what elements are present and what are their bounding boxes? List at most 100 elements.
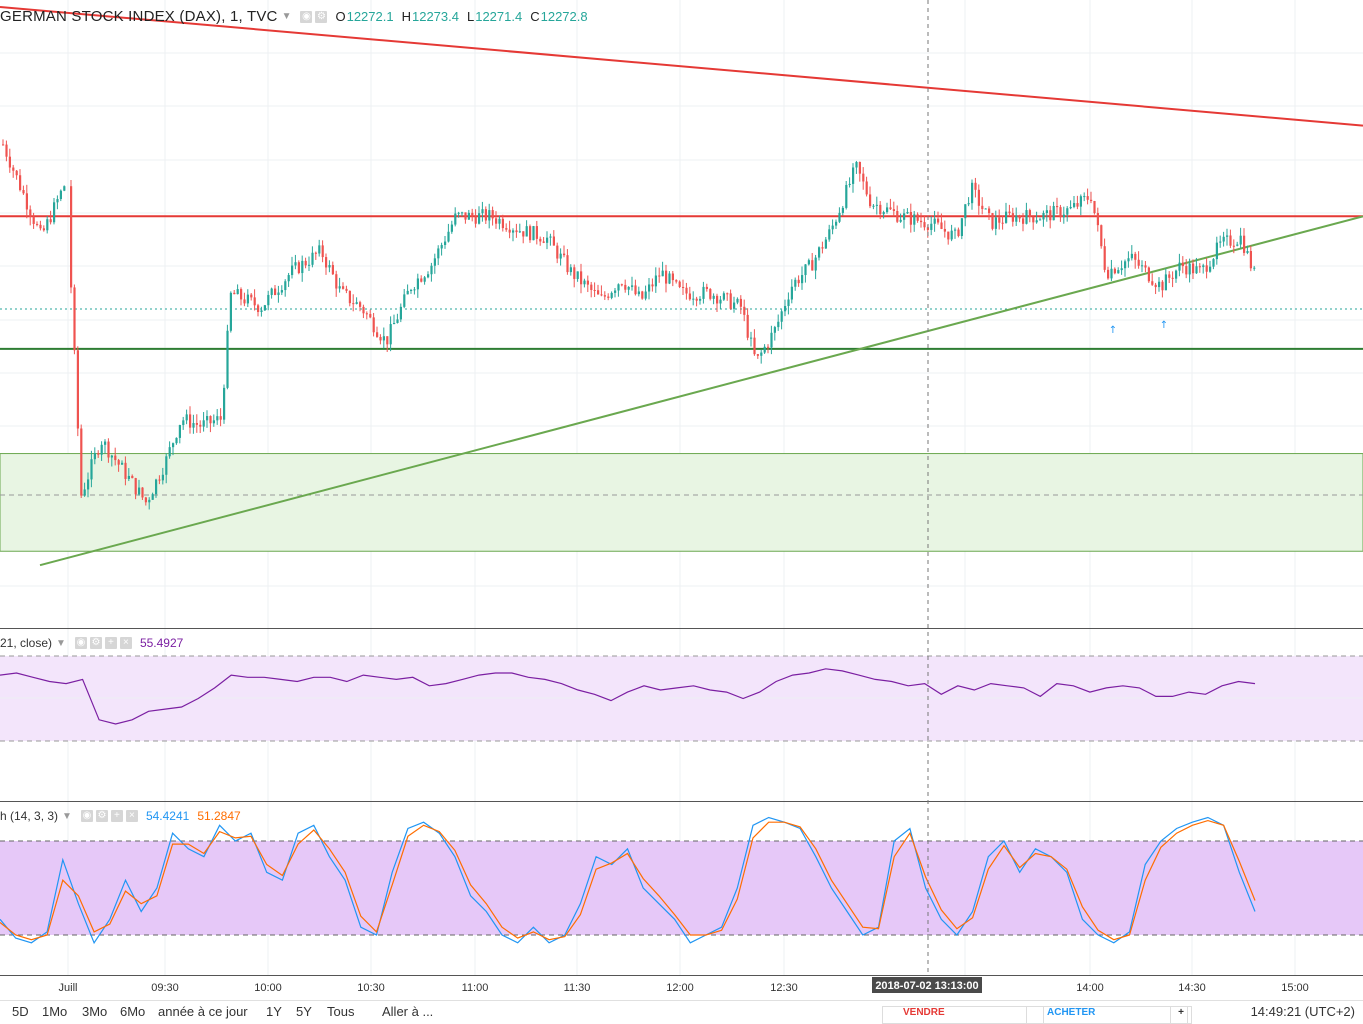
settings-icon[interactable]: ⚙ bbox=[89, 637, 102, 649]
candle bbox=[838, 207, 841, 224]
candle bbox=[1059, 204, 1062, 222]
candle-body bbox=[93, 453, 96, 460]
candle-body bbox=[467, 212, 470, 220]
candle bbox=[1086, 188, 1089, 205]
chevron-down-icon[interactable]: ▼ bbox=[56, 637, 66, 649]
range-5y[interactable]: 5Y bbox=[296, 1004, 312, 1019]
candle-body bbox=[1226, 235, 1229, 237]
candle-body bbox=[2, 144, 5, 146]
candle-body bbox=[56, 199, 59, 203]
candle-body bbox=[1076, 203, 1079, 207]
candle bbox=[556, 242, 559, 264]
close-icon[interactable]: × bbox=[119, 637, 132, 649]
candle bbox=[760, 349, 763, 364]
candle bbox=[746, 308, 749, 341]
candle-body bbox=[168, 447, 171, 457]
candle-body bbox=[379, 336, 382, 341]
candle-body bbox=[287, 275, 290, 282]
candle bbox=[104, 439, 107, 454]
candle-body bbox=[1181, 262, 1184, 267]
candle bbox=[444, 235, 447, 249]
x-tick-label: 10:30 bbox=[357, 982, 385, 994]
candle-body bbox=[1113, 268, 1116, 274]
candle bbox=[641, 290, 644, 300]
hide-icon[interactable]: ◉ bbox=[300, 10, 313, 23]
range-6mo[interactable]: 6Mo bbox=[120, 1004, 146, 1019]
candle bbox=[505, 223, 508, 232]
candle-body bbox=[620, 284, 623, 286]
range-ytd[interactable]: année à ce jour bbox=[158, 1004, 248, 1019]
candle-body bbox=[59, 190, 62, 200]
candle bbox=[1113, 267, 1116, 275]
candle bbox=[716, 293, 719, 313]
candle bbox=[549, 233, 552, 246]
candle bbox=[433, 253, 436, 274]
candle-body bbox=[916, 214, 919, 221]
candle bbox=[19, 169, 22, 192]
settings-icon[interactable]: ⚙ bbox=[95, 810, 108, 822]
candle bbox=[114, 447, 117, 466]
range-5d[interactable]: 5D bbox=[12, 1004, 29, 1019]
settings-icon[interactable]: ⚙ bbox=[315, 10, 328, 23]
candle bbox=[121, 460, 124, 465]
chevron-down-icon[interactable]: ▼ bbox=[62, 810, 72, 822]
range-1mo[interactable]: 1Mo bbox=[42, 1004, 68, 1019]
candle-body bbox=[583, 280, 586, 285]
candle bbox=[195, 414, 198, 433]
buy-button[interactable]: ACHETER bbox=[1026, 1006, 1188, 1024]
candle-body bbox=[141, 487, 144, 498]
candle bbox=[454, 207, 457, 227]
candle-body bbox=[403, 294, 406, 307]
range-1y[interactable]: 1Y bbox=[266, 1004, 282, 1019]
hide-icon[interactable]: ◉ bbox=[80, 810, 93, 822]
candle bbox=[287, 272, 290, 287]
price-pane[interactable]: ↑ ↑ bbox=[0, 5, 1363, 567]
chevron-down-icon[interactable]: ▼ bbox=[281, 11, 292, 22]
candle-body bbox=[719, 299, 722, 304]
candle-body bbox=[1100, 225, 1103, 247]
sell-button[interactable]: VENDRE bbox=[882, 1006, 1044, 1024]
candle bbox=[916, 212, 919, 223]
candle-body bbox=[1249, 251, 1252, 269]
candle bbox=[658, 267, 661, 283]
hide-icon[interactable]: ◉ bbox=[74, 637, 87, 649]
add-order-button[interactable]: + bbox=[1170, 1006, 1192, 1024]
candle bbox=[824, 236, 827, 249]
downtrend-line bbox=[0, 5, 1363, 127]
add-icon[interactable]: + bbox=[104, 637, 117, 649]
candle-body bbox=[53, 202, 56, 223]
goto-date-button[interactable]: Aller à ... bbox=[382, 1004, 434, 1019]
close-icon[interactable]: × bbox=[125, 810, 138, 822]
candle-body bbox=[413, 289, 416, 291]
candle-body bbox=[1215, 242, 1218, 260]
candle-body bbox=[226, 330, 229, 388]
chart-canvas[interactable]: ↑ ↑ Juill 09:30 10:00 10:30 11:00 11:30 12:00 12… bbox=[0, 0, 1363, 1000]
candle-body bbox=[556, 245, 559, 259]
candle-body bbox=[994, 217, 997, 229]
x-tick-label: 12:00 bbox=[666, 982, 694, 994]
candle-body bbox=[291, 265, 294, 276]
range-3mo[interactable]: 3Mo bbox=[82, 1004, 108, 1019]
range-all[interactable]: Tous bbox=[327, 1004, 355, 1019]
candle bbox=[63, 185, 66, 192]
candle bbox=[1018, 214, 1021, 223]
candle bbox=[396, 313, 399, 324]
x-tick-label: 12:30 bbox=[770, 982, 798, 994]
candle bbox=[743, 299, 746, 322]
candle bbox=[175, 437, 178, 445]
candle bbox=[1103, 238, 1106, 273]
candle bbox=[1062, 206, 1065, 224]
candle-body bbox=[1130, 253, 1133, 259]
rsi-pane[interactable] bbox=[0, 655, 1363, 742]
candle-body bbox=[1209, 266, 1212, 272]
candle bbox=[937, 211, 940, 225]
add-icon[interactable]: + bbox=[110, 810, 123, 822]
stoch-pane[interactable] bbox=[0, 816, 1363, 945]
candle bbox=[158, 475, 161, 485]
candle-body bbox=[967, 203, 970, 205]
candle bbox=[865, 176, 868, 197]
candle-body bbox=[396, 319, 399, 323]
candle bbox=[151, 492, 154, 500]
candle-body bbox=[1032, 216, 1035, 223]
candle bbox=[267, 290, 270, 311]
